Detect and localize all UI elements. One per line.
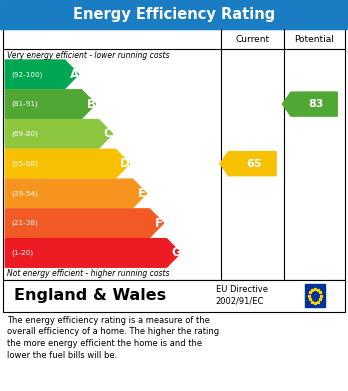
Text: D: D bbox=[120, 157, 130, 170]
Text: (39-54): (39-54) bbox=[11, 190, 38, 197]
Text: (92-100): (92-100) bbox=[11, 71, 43, 77]
Text: The energy efficiency rating is a measure of the
overall efficiency of a home. T: The energy efficiency rating is a measur… bbox=[7, 316, 219, 360]
Text: (1-20): (1-20) bbox=[11, 250, 34, 256]
Text: A: A bbox=[70, 68, 79, 81]
Text: G: G bbox=[171, 246, 181, 260]
Bar bbox=[304, 284, 325, 307]
Text: 83: 83 bbox=[308, 99, 324, 109]
Polygon shape bbox=[282, 92, 337, 116]
Text: 65: 65 bbox=[246, 159, 262, 169]
Text: Potential: Potential bbox=[294, 34, 334, 44]
Text: F: F bbox=[155, 217, 163, 230]
Text: (21-38): (21-38) bbox=[11, 220, 38, 226]
Polygon shape bbox=[5, 149, 129, 178]
Polygon shape bbox=[5, 60, 79, 89]
Polygon shape bbox=[5, 90, 96, 118]
Text: E: E bbox=[138, 187, 146, 200]
Text: 2002/91/EC: 2002/91/EC bbox=[216, 297, 264, 306]
Text: England & Wales: England & Wales bbox=[14, 288, 166, 303]
Polygon shape bbox=[5, 179, 147, 208]
Polygon shape bbox=[220, 152, 276, 176]
Text: (55-68): (55-68) bbox=[11, 160, 38, 167]
Bar bbox=[3, 280, 345, 312]
Text: (69-80): (69-80) bbox=[11, 131, 38, 137]
Text: C: C bbox=[104, 127, 112, 140]
Polygon shape bbox=[5, 209, 164, 237]
Text: B: B bbox=[87, 98, 96, 111]
Text: Energy Efficiency Rating: Energy Efficiency Rating bbox=[73, 7, 275, 22]
Text: Very energy efficient - lower running costs: Very energy efficient - lower running co… bbox=[7, 51, 169, 60]
Text: Current: Current bbox=[235, 34, 269, 44]
Text: Not energy efficient - higher running costs: Not energy efficient - higher running co… bbox=[7, 269, 169, 278]
Polygon shape bbox=[5, 239, 181, 267]
Text: (81-91): (81-91) bbox=[11, 101, 38, 108]
Polygon shape bbox=[5, 120, 113, 148]
Text: EU Directive: EU Directive bbox=[216, 285, 268, 294]
Bar bbox=[3, 29, 345, 280]
Bar bbox=[0, 0, 348, 29]
